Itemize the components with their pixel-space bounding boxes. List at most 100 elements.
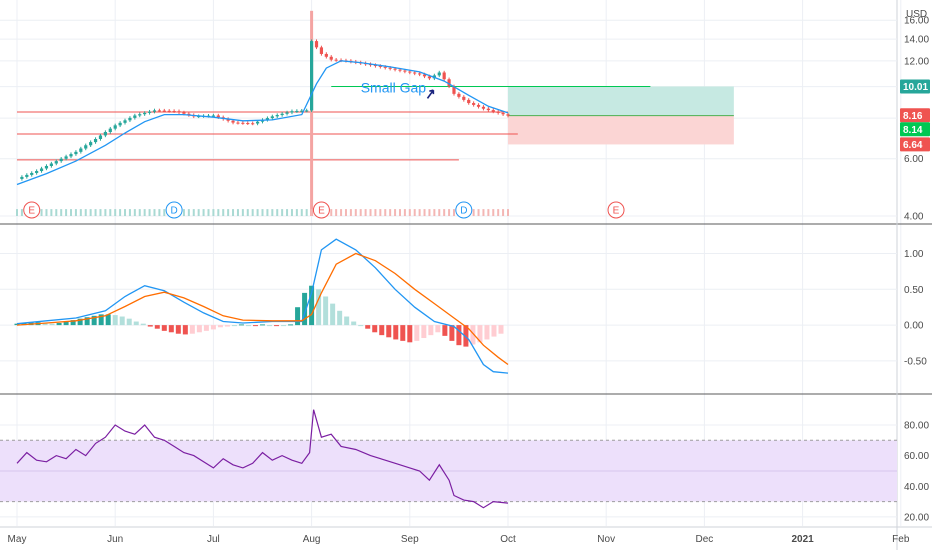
candle-body[interactable] [329,56,333,60]
candle-body[interactable] [280,113,284,116]
candle-body[interactable] [300,110,304,112]
candle-body[interactable] [69,154,73,157]
macd-histogram-bar[interactable] [217,325,223,328]
macd-histogram-bar[interactable] [91,315,97,326]
candle-body[interactable] [398,69,402,71]
moving-average-line[interactable] [16,60,509,186]
currency-label[interactable]: USD [906,9,927,20]
candle-body[interactable] [54,161,58,164]
candle-body[interactable] [25,174,29,177]
macd-histogram-bar[interactable] [421,325,427,339]
macd-histogram-bar[interactable] [161,325,167,331]
candle-body[interactable] [182,112,186,114]
candle-body[interactable] [314,41,319,48]
candle-body[interactable] [472,103,476,105]
candle-body[interactable] [373,65,378,67]
candle-body[interactable] [496,111,500,113]
candle-body[interactable] [305,110,309,112]
candle-body[interactable] [138,114,142,116]
macd-histogram-bar[interactable] [42,322,48,326]
price-axis[interactable]: USD 4.006.008.0010.0012.0014.0016.001.00… [900,9,930,523]
dividend-event-marker[interactable]: D [455,201,473,219]
target-zone[interactable] [508,86,734,116]
candle-body[interactable] [383,66,387,68]
macd-histogram-bar[interactable] [274,325,280,327]
candle-body[interactable] [324,53,328,57]
macd-line[interactable] [16,238,509,374]
candle-body[interactable] [118,122,122,126]
macd-histogram-bar[interactable] [252,325,258,327]
candle-body[interactable] [20,176,24,179]
macd-histogram-bar[interactable] [400,325,406,341]
macd-histogram-bar[interactable] [295,307,301,326]
macd-histogram-bar[interactable] [238,324,244,326]
candle-body[interactable] [408,71,412,73]
macd-histogram-bar[interactable] [442,325,448,336]
rsi-line[interactable] [16,409,509,509]
macd-histogram-bar[interactable] [484,325,490,340]
macd-histogram-bar[interactable] [14,323,20,326]
candle-body[interactable] [44,165,49,169]
candle-body[interactable] [231,120,235,123]
macd-histogram-bar[interactable] [414,325,420,341]
candle-body[interactable] [418,73,422,75]
macd-histogram-bar[interactable] [386,325,392,338]
candle-body[interactable] [147,111,152,113]
macd-histogram-bar[interactable] [281,325,287,327]
macd-histogram-bar[interactable] [210,325,216,330]
macd-histogram-bar[interactable] [463,325,469,347]
candle-body[interactable] [388,67,392,69]
macd-histogram-bar[interactable] [323,296,329,326]
price-badge[interactable] [900,137,930,152]
macd-histogram-bar[interactable] [70,320,76,326]
macd-histogram-bar[interactable] [119,316,125,326]
candle-body[interactable] [64,156,68,159]
candle-body[interactable] [265,118,270,120]
stop-zone[interactable] [508,115,734,145]
candle-body[interactable] [103,132,107,136]
macd-histogram-bar[interactable] [98,314,104,326]
candle-body[interactable] [35,171,39,173]
macd-pane[interactable] [14,238,509,374]
macd-histogram-bar[interactable] [77,318,83,326]
candle-body[interactable] [216,115,220,118]
candle-body[interactable] [162,110,166,112]
macd-histogram-bar[interactable] [316,289,322,326]
rsi-pane[interactable] [0,409,897,509]
candle-body[interactable] [49,163,53,166]
macd-histogram-bar[interactable] [456,325,462,346]
candle-body[interactable] [285,112,289,114]
candle-body[interactable] [197,116,201,118]
candle-body[interactable] [319,47,324,54]
candle-body[interactable] [226,118,230,121]
candle-body[interactable] [457,93,461,97]
macd-histogram-bar[interactable] [288,324,294,326]
earnings-event-marker[interactable]: E [607,201,625,219]
candle-body[interactable] [93,138,98,143]
candle-body[interactable] [30,172,34,175]
candle-body[interactable] [427,76,432,79]
candle-body[interactable] [393,68,397,70]
macd-histogram-bar[interactable] [196,325,202,333]
macd-histogram-bar[interactable] [358,325,364,327]
candle-body[interactable] [241,122,245,124]
macd-histogram-bar[interactable] [337,310,343,326]
candle-body[interactable] [172,111,176,113]
candle-body[interactable] [334,59,338,61]
macd-histogram-bar[interactable] [491,325,497,337]
candle-body[interactable] [133,115,137,118]
price-badge[interactable] [900,79,930,94]
candle-body[interactable] [413,72,417,74]
candle-body[interactable] [152,110,157,112]
candle-body[interactable] [74,151,78,155]
candle-body[interactable] [295,110,299,112]
price-badge[interactable] [900,108,930,123]
candle-body[interactable] [476,104,481,107]
macd-histogram-bar[interactable] [245,325,251,327]
macd-histogram-bar[interactable] [189,325,195,334]
macd-histogram-bar[interactable] [168,325,174,333]
macd-histogram-bar[interactable] [182,325,188,335]
candle-body[interactable] [378,65,382,67]
macd-histogram-bar[interactable] [379,325,385,336]
